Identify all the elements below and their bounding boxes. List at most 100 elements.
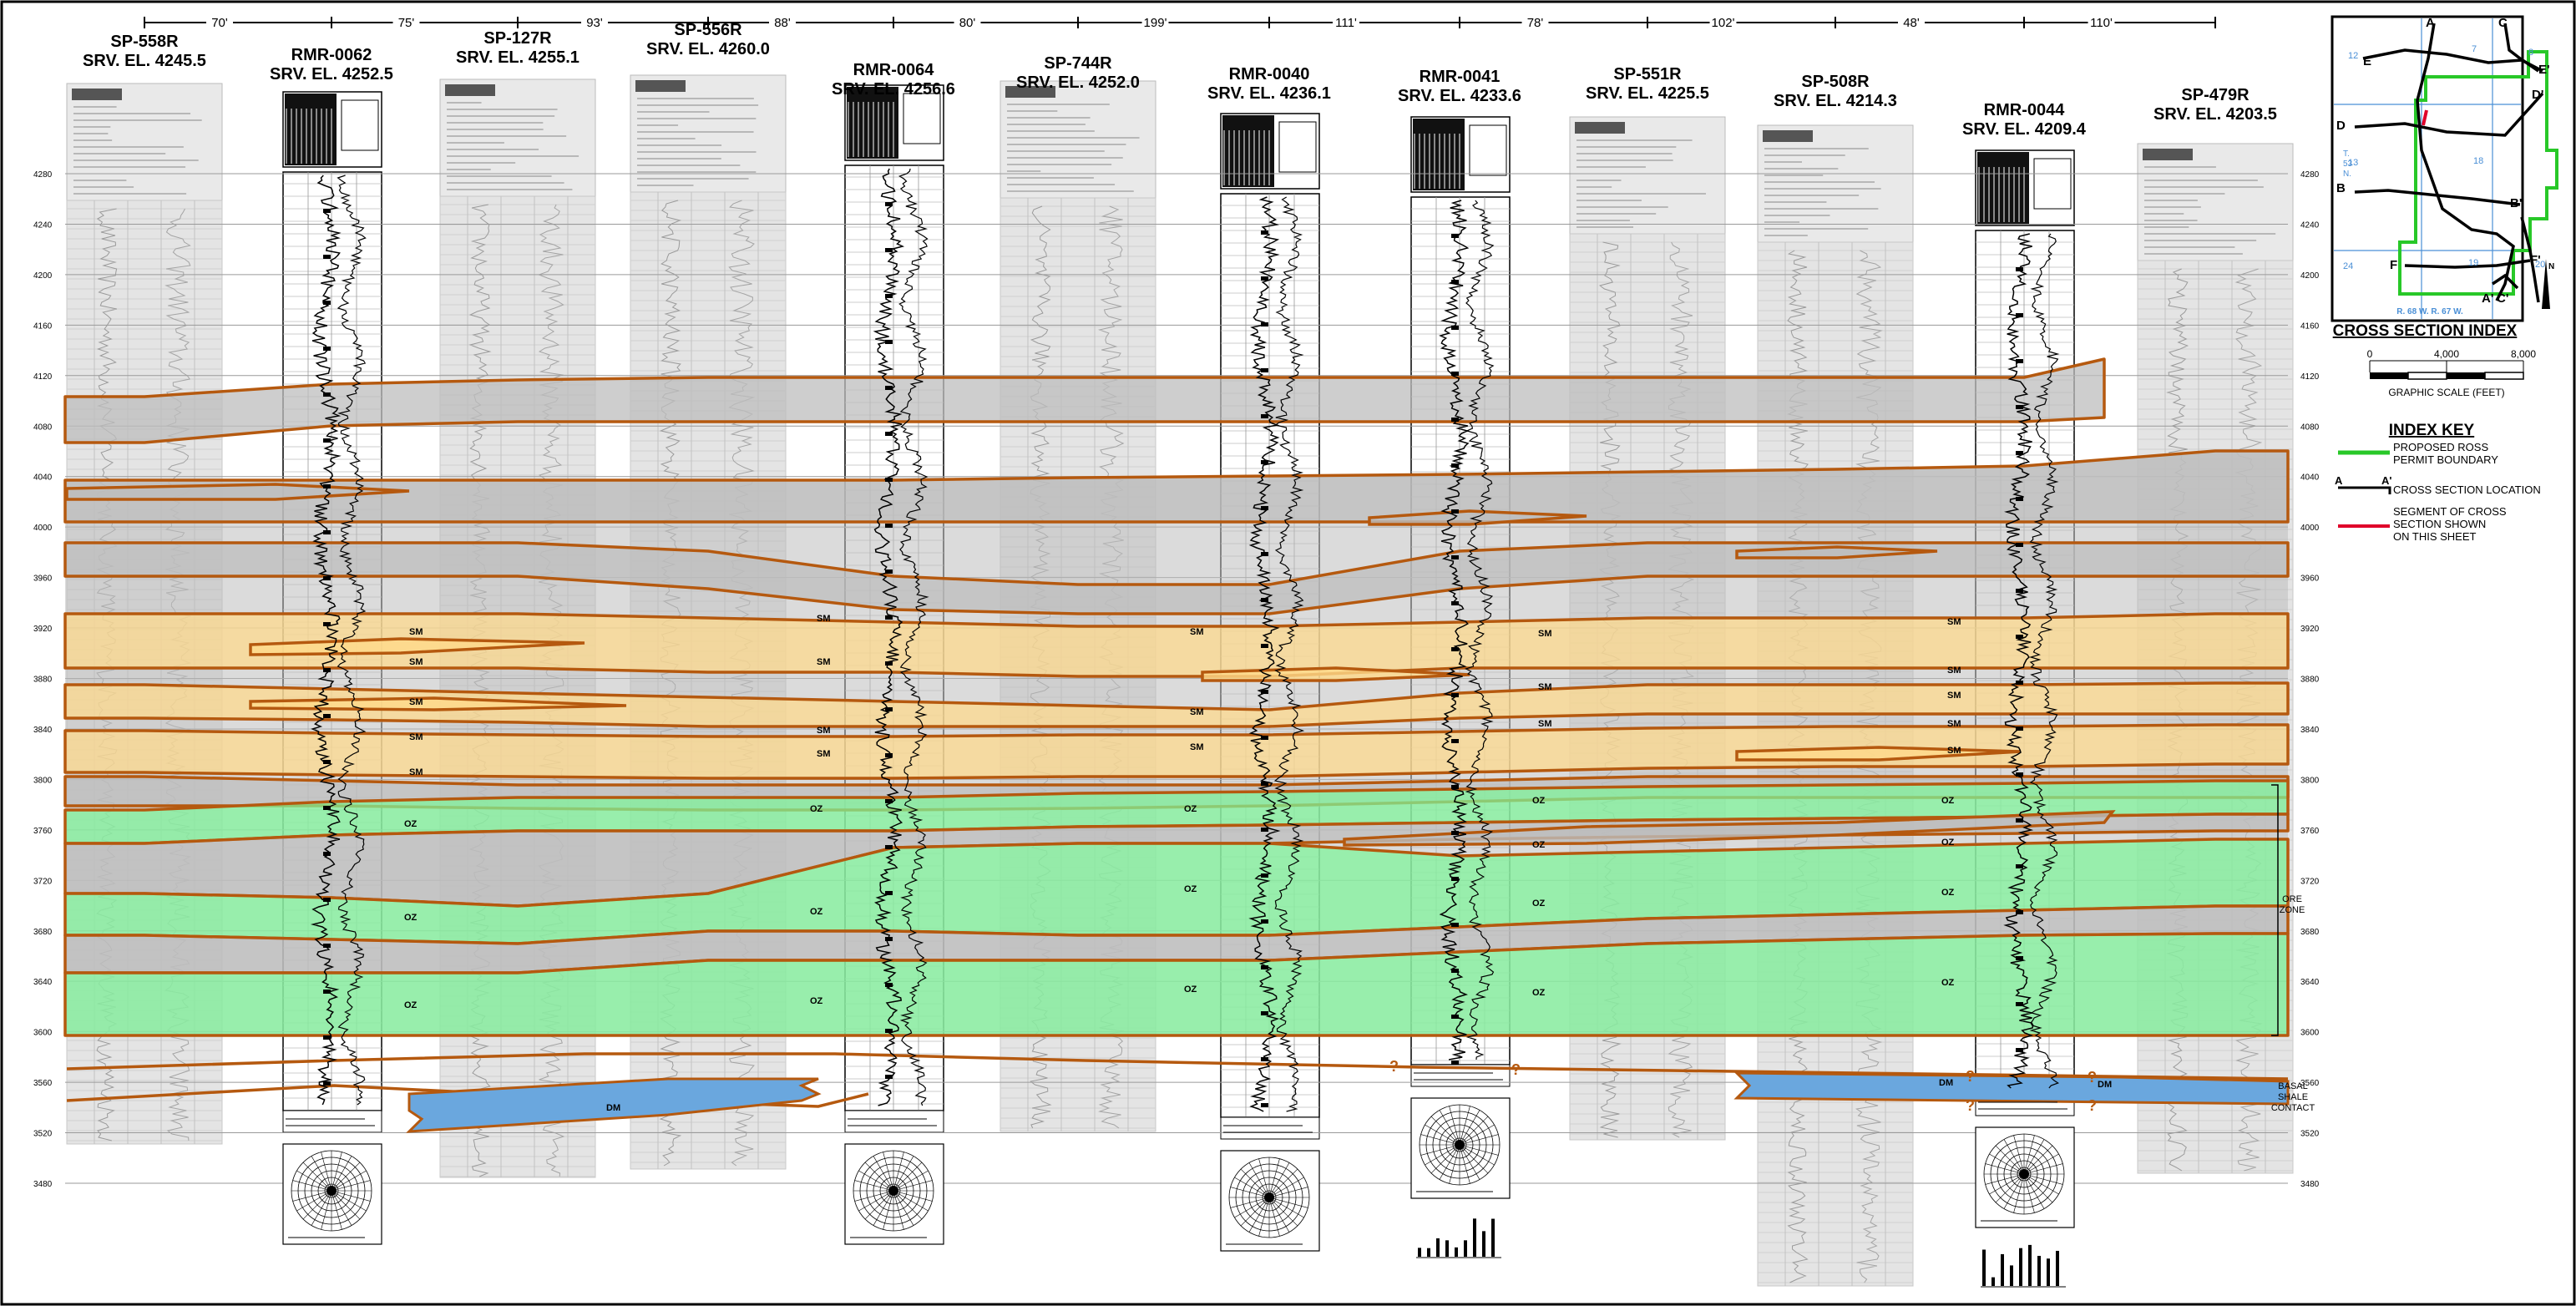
spacing-label: 93' [586,16,603,30]
section-key-left: A [2335,474,2343,487]
log-trace [873,168,905,1106]
sand-band [63,612,2290,678]
well-spacing-ruler: 70' 75' 93' 88' 80' 199' 111' 78' 102' 48' 110' [144,16,2216,30]
well-elevation: SRV. EL. 4236.1 [1207,84,1331,103]
sand-lens [249,696,627,711]
unit-label-oz: OZ [1184,884,1197,894]
log-trace [1465,200,1495,1060]
unit-label-oz: OZ [1941,888,1955,898]
index-letter: A [2426,16,2435,30]
elevation-tick-left: 4040 [33,473,53,483]
unit-label-dm: DM [606,1103,620,1113]
unit-label-sm: SM [409,732,423,742]
question-marks: ? ? ? ? ? ? [1389,1058,2097,1114]
township-label-1: T. [2343,149,2350,159]
index-letter: B [2336,181,2346,195]
index-section-numbers: 12 7 8 13 18 24 19 20 [2343,44,2545,271]
index-section-number: 7 [2472,44,2477,54]
rose-diagram-rmr-0064 [844,1143,944,1245]
spacing-label: 111' [1335,16,1357,30]
section-key-right: A' [2381,474,2391,487]
elevation-tick-left: 3800 [33,776,53,785]
elevation-tick-left: 4280 [33,170,53,180]
index-letter: C [2498,16,2508,30]
index-letters: A C E E' D D' B B' F F' A' C' [2336,16,2550,306]
unit-label-sm: SM [1947,691,1961,701]
unit-label-oz: OZ [1532,840,1546,850]
well-name: RMR-0040 [1229,65,1310,84]
spacing-label: 110' [2090,16,2113,30]
log-trace [1248,196,1281,1112]
elevation-tick-right: 3760 [2300,827,2320,836]
index-letter: B' [2510,196,2522,210]
basal-shale-annotation: BASAL SHALE CONTACT [2271,1081,2315,1113]
shale-band [63,541,2290,615]
section-key-text: CROSS SECTION LOCATION [2393,483,2541,496]
segment-key-3: ON THIS SHEET [2393,530,2477,543]
rose-diagram-rmr-0044 [1975,1126,2075,1288]
elevation-tick-right: 3680 [2300,928,2320,937]
range-label: R. 68 W. R. 67 W. [2396,307,2463,316]
log-trace [2028,233,2060,1089]
log-trace [2003,233,2034,1089]
shale-band [63,449,2290,524]
index-letter: D [2336,119,2346,133]
elevation-tick-right: 4040 [2300,473,2320,483]
unit-label-oz: OZ [1941,796,1955,806]
elevation-tick-right: 4200 [2300,271,2320,281]
unit-label-oz: OZ [810,804,823,814]
elevation-tick-left: 4120 [33,372,53,382]
elevation-tick-right: 3840 [2300,726,2320,735]
elevation-tick-right: 3480 [2300,1180,2320,1189]
ore-zone-annotation: ORE ZONE [2271,784,2305,1036]
unit-label-oz: OZ [810,907,823,917]
elevation-tick-left: 3520 [33,1130,53,1139]
rose-diagram-rmr-0040 [1220,1150,1320,1252]
well-name: SP-558R [110,33,179,51]
unit-labels: SM SM SM SM SM SM SM SM SM SM SM SM SM SM SM SM SM SM SM SM… [404,614,2112,1113]
unit-label-dm: DM [1939,1078,1953,1088]
elevation-tick-left: 3840 [33,726,53,735]
unit-label-sm: SM [1947,666,1961,676]
index-section-number: 24 [2343,261,2353,271]
index-title: CROSS SECTION INDEX [2333,322,2518,340]
well-name: SP-508R [1801,73,1870,91]
unit-label-oz: OZ [404,913,418,923]
well-name: RMR-0062 [291,46,372,64]
rose-diagram-rmr-0041 [1410,1097,1511,1258]
spacing-label: 78' [1527,16,1544,30]
sand-band [63,723,2290,780]
unit-label-sm: SM [409,767,423,777]
unit-label-dm: DM [2098,1080,2112,1090]
well-name: SP-551R [1613,65,1682,84]
base-contact-line [66,1052,2289,1081]
permit-key-2: PERMIT BOUNDARY [2393,453,2498,466]
sand-lens [1201,666,1470,682]
question-mark: ? [2088,1069,2097,1086]
log-trace [310,175,342,1106]
well-elevation: SRV. EL. 4252.0 [1016,73,1140,92]
index-letter: C' [2497,291,2508,306]
ore-zone-label-1: ORE [2282,894,2302,904]
unit-label-sm: SM [817,749,831,759]
index-letter: A' [2482,291,2493,306]
spacing-label: 102' [1712,16,1735,30]
permit-boundary [2398,50,2558,296]
log-trace [1439,200,1470,1060]
well-elevation: SRV. EL. 4256.6 [832,80,955,99]
unit-label-sm: SM [409,627,423,637]
elevation-tick-right: 4280 [2300,170,2320,180]
elevation-tick-right: 4080 [2300,423,2320,432]
well-elevation: SRV. EL. 4203.5 [2153,105,2277,124]
elevation-tick-left: 4240 [33,220,53,230]
